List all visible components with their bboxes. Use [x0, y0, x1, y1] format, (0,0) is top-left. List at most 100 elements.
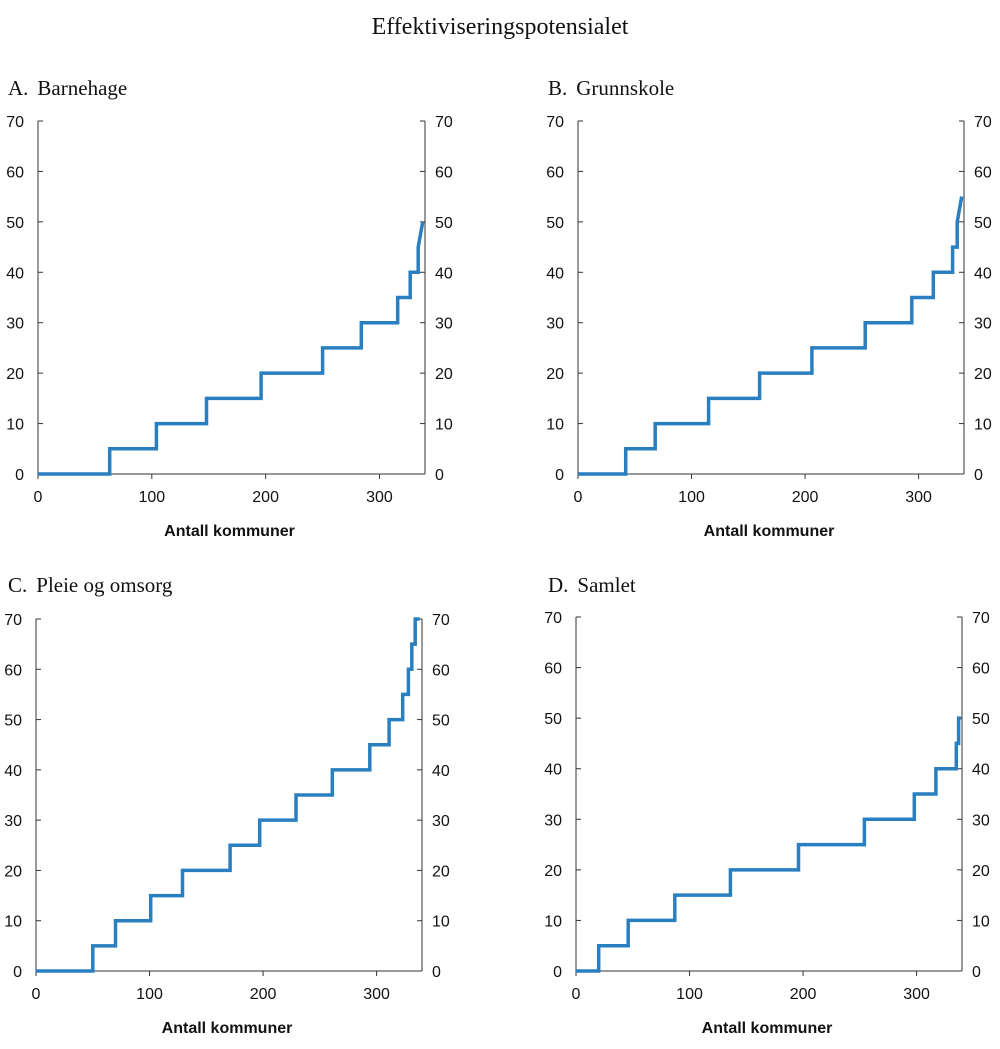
panel-title-text: Barnehage: [37, 76, 128, 100]
right-y-tick-label: 70: [432, 612, 450, 629]
right-y-tick-label: 30: [972, 812, 990, 829]
x-tick-label: 300: [905, 489, 932, 506]
panel-letter: D.: [548, 573, 569, 597]
right-y-tick-label: 50: [974, 215, 992, 232]
left-y-tick-label: 0: [13, 964, 22, 981]
right-y-tick-label: 50: [972, 711, 990, 728]
right-y-tick-label: 0: [974, 467, 983, 484]
panel-title: C. Pleie og omsorg: [8, 573, 172, 598]
right-y-tick-label: 50: [432, 713, 450, 730]
left-y-tick-label: 0: [15, 467, 24, 484]
left-y-tick-label: 40: [6, 265, 24, 282]
right-y-tick-label: 30: [435, 316, 453, 333]
left-y-tick-label: 50: [546, 215, 564, 232]
left-y-tick-label: 30: [546, 316, 564, 333]
series-line-samlet: [576, 716, 961, 973]
right-y-tick-label: 30: [974, 316, 992, 333]
right-y-tick-label: 60: [974, 164, 992, 181]
left-y-tick-label: 40: [544, 762, 562, 779]
left-y-tick-label: 10: [4, 914, 22, 931]
right-y-tick-label: 60: [432, 662, 450, 679]
x-axis-label: Antall kommuner: [162, 1020, 293, 1037]
left-y-tick-label: 10: [546, 417, 564, 434]
right-y-tick-label: 10: [435, 417, 453, 434]
right-y-tick-label: 40: [432, 763, 450, 780]
panel-title: A. Barnehage: [8, 76, 127, 101]
right-y-tick-label: 10: [432, 914, 450, 931]
left-y-tick-label: 40: [4, 763, 22, 780]
panel-letter: B.: [548, 76, 568, 100]
x-tick-label: 200: [250, 986, 277, 1003]
right-y-tick-label: 30: [432, 813, 450, 830]
x-axis-label: Antall kommuner: [702, 1020, 833, 1037]
series-line-barnehage: [38, 221, 425, 476]
x-axis-label: Antall kommuner: [704, 523, 835, 540]
right-y-tick-label: 70: [435, 114, 453, 131]
left-y-tick-label: 60: [546, 164, 564, 181]
x-tick-label: 300: [363, 986, 390, 1003]
panel-title: D. Samlet: [548, 573, 636, 598]
left-y-tick-label: 20: [546, 366, 564, 383]
left-y-tick-label: 0: [555, 467, 564, 484]
panel-title-text: Pleie og omsorg: [36, 573, 173, 597]
left-y-tick-label: 10: [544, 913, 562, 930]
right-y-tick-label: 20: [432, 863, 450, 880]
left-y-tick-label: 70: [544, 610, 562, 627]
left-y-tick-label: 20: [6, 366, 24, 383]
x-tick-label: 0: [574, 489, 583, 506]
right-y-tick-label: 50: [435, 215, 453, 232]
x-tick-label: 100: [138, 489, 165, 506]
right-y-tick-label: 0: [432, 964, 441, 981]
left-y-tick-label: 50: [6, 215, 24, 232]
right-y-tick-label: 0: [972, 964, 981, 981]
left-y-tick-label: 40: [546, 265, 564, 282]
right-y-tick-label: 20: [435, 366, 453, 383]
panel-title-text: Grunnskole: [576, 76, 675, 100]
right-y-tick-label: 0: [435, 467, 444, 484]
left-y-tick-label: 70: [6, 114, 24, 131]
left-y-tick-label: 30: [4, 813, 22, 830]
left-y-tick-label: 10: [6, 417, 24, 434]
right-y-tick-label: 70: [974, 114, 992, 131]
right-y-tick-label: 40: [974, 265, 992, 282]
right-y-tick-label: 70: [972, 610, 990, 627]
x-tick-label: 0: [572, 986, 581, 1003]
left-y-tick-label: 70: [4, 612, 22, 629]
left-y-tick-label: 60: [4, 662, 22, 679]
left-y-tick-label: 30: [544, 812, 562, 829]
right-y-tick-label: 60: [972, 661, 990, 678]
right-y-tick-label: 40: [435, 265, 453, 282]
left-y-tick-label: 20: [4, 863, 22, 880]
right-y-tick-label: 20: [972, 863, 990, 880]
right-y-tick-label: 60: [435, 164, 453, 181]
x-tick-label: 200: [790, 986, 817, 1003]
x-axis-label: Antall kommuner: [164, 523, 295, 540]
left-y-tick-label: 30: [6, 316, 24, 333]
panel-letter: C.: [8, 573, 28, 597]
x-tick-label: 300: [366, 489, 393, 506]
x-tick-label: 0: [34, 489, 43, 506]
left-y-tick-label: 60: [544, 661, 562, 678]
right-y-tick-label: 40: [972, 762, 990, 779]
x-tick-label: 100: [676, 986, 703, 1003]
right-y-tick-label: 10: [974, 417, 992, 434]
panel-letter: A.: [8, 76, 29, 100]
panel-title-text: Samlet: [577, 573, 636, 597]
right-y-tick-label: 20: [974, 366, 992, 383]
left-y-tick-label: 60: [6, 164, 24, 181]
series-line-pleie-og-omsorg: [36, 617, 420, 973]
left-y-tick-label: 50: [544, 711, 562, 728]
series-line-grunnskole: [578, 196, 964, 476]
x-tick-label: 100: [678, 489, 705, 506]
right-y-tick-label: 10: [972, 913, 990, 930]
x-tick-label: 200: [792, 489, 819, 506]
x-tick-label: 300: [903, 986, 930, 1003]
